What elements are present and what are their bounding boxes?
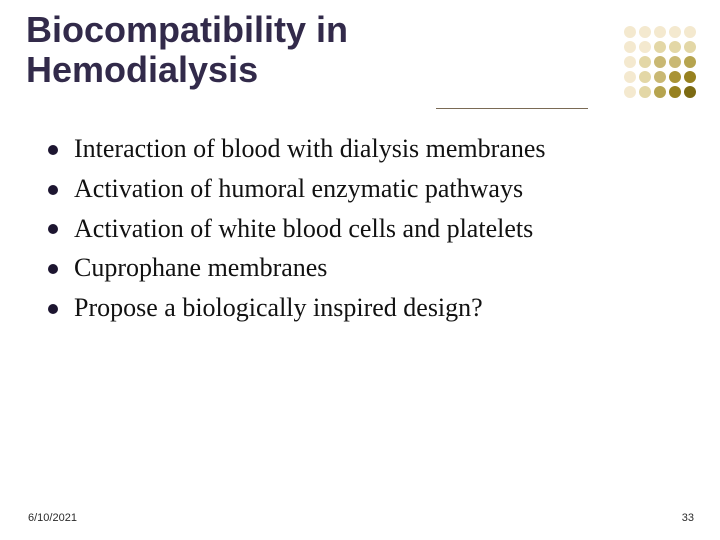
slide: Biocompatibility in Hemodialysis Interac… bbox=[0, 0, 720, 540]
dot-icon bbox=[624, 86, 636, 98]
bullet-text: Propose a biologically inspired design? bbox=[74, 291, 483, 325]
dot-icon bbox=[684, 41, 696, 53]
dot-icon bbox=[669, 56, 681, 68]
list-item: Propose a biologically inspired design? bbox=[48, 291, 660, 325]
dot-icon bbox=[639, 41, 651, 53]
bullet-text: Interaction of blood with dialysis membr… bbox=[74, 132, 546, 166]
bullet-icon bbox=[48, 264, 58, 274]
dot-icon bbox=[684, 71, 696, 83]
title-line-1: Biocompatibility in bbox=[26, 9, 348, 50]
bullet-icon bbox=[48, 304, 58, 314]
bullet-icon bbox=[48, 224, 58, 234]
bullet-text: Activation of humoral enzymatic pathways bbox=[74, 172, 523, 206]
dot-icon bbox=[654, 86, 666, 98]
dot-icon bbox=[669, 71, 681, 83]
dot-icon bbox=[624, 41, 636, 53]
dot-icon bbox=[684, 86, 696, 98]
footer-date: 6/10/2021 bbox=[28, 512, 77, 524]
list-item: Cuprophane membranes bbox=[48, 251, 660, 285]
decorative-dot-grid bbox=[624, 26, 696, 98]
list-item: Activation of humoral enzymatic pathways bbox=[48, 172, 660, 206]
dot-icon bbox=[639, 71, 651, 83]
dot-icon bbox=[639, 56, 651, 68]
list-item: Activation of white blood cells and plat… bbox=[48, 212, 660, 246]
dot-icon bbox=[654, 41, 666, 53]
bullet-icon bbox=[48, 185, 58, 195]
title-line-2: Hemodialysis bbox=[26, 49, 258, 90]
dot-icon bbox=[684, 26, 696, 38]
dot-icon bbox=[669, 26, 681, 38]
dot-icon bbox=[669, 41, 681, 53]
title-divider bbox=[436, 108, 588, 109]
dot-icon bbox=[669, 86, 681, 98]
footer-page-number: 33 bbox=[682, 512, 694, 524]
dot-icon bbox=[624, 56, 636, 68]
dot-icon bbox=[654, 71, 666, 83]
bullet-text: Cuprophane membranes bbox=[74, 251, 327, 285]
list-item: Interaction of blood with dialysis membr… bbox=[48, 132, 660, 166]
dot-icon bbox=[654, 56, 666, 68]
dot-icon bbox=[639, 86, 651, 98]
dot-icon bbox=[684, 56, 696, 68]
dot-icon bbox=[654, 26, 666, 38]
bullet-text: Activation of white blood cells and plat… bbox=[74, 212, 533, 246]
bullet-icon bbox=[48, 145, 58, 155]
dot-icon bbox=[639, 26, 651, 38]
dot-icon bbox=[624, 71, 636, 83]
dot-icon bbox=[624, 26, 636, 38]
page-title: Biocompatibility in Hemodialysis bbox=[26, 10, 348, 91]
bullet-list: Interaction of blood with dialysis membr… bbox=[48, 132, 660, 331]
